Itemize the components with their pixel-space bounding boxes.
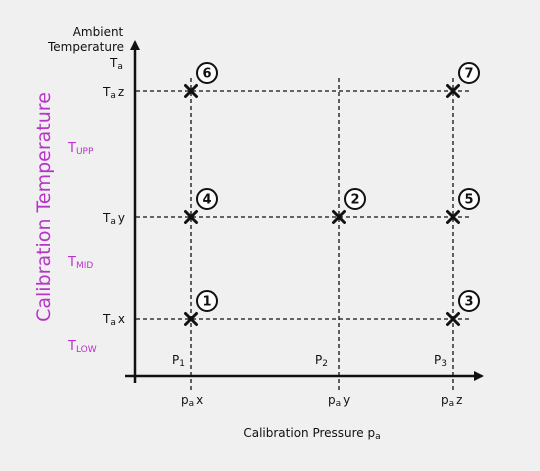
- dashed-grid-lines: [136, 78, 470, 390]
- x-marker-stroke: [184, 312, 198, 326]
- calibration-point-6: 6: [184, 62, 218, 98]
- point-label-circle: [458, 290, 480, 312]
- x-marker-stroke: [446, 312, 460, 326]
- temp-band-low: TLOW: [67, 339, 97, 355]
- pressure-label-p1: P1: [172, 353, 185, 369]
- y-tick-label-x: Ta x: [102, 312, 125, 328]
- x-tick-label-y: pa y: [328, 393, 350, 409]
- calibration-temperature-title: Calibration Temperature: [33, 92, 55, 322]
- y-axis-symbol: Ta: [109, 56, 123, 72]
- x-tick-label-z: pa z: [441, 393, 462, 409]
- x-marker-stroke: [184, 84, 198, 98]
- x-marker-stroke: [446, 210, 460, 224]
- calibration-point-2: 2: [332, 188, 366, 224]
- y-tick-label-z: Ta z: [102, 85, 124, 101]
- point-label-circle: [196, 290, 218, 312]
- point-label-number: 7: [464, 67, 473, 82]
- y-axis-title-line1: Ambient: [73, 25, 124, 39]
- x-axis-title: Calibration Pressure pa: [243, 426, 380, 442]
- calibration-point-7: 7: [446, 62, 480, 98]
- calibration-points: 1 2 3 4 5 6 7: [184, 62, 480, 326]
- x-marker-stroke: [332, 210, 346, 224]
- point-label-number: 2: [350, 193, 359, 208]
- calibration-point-5: 5: [446, 188, 480, 224]
- point-label-circle: [458, 62, 480, 84]
- temp-band-upp: TUPP: [67, 141, 94, 157]
- point-label-circle: [196, 188, 218, 210]
- point-label-circle: [196, 62, 218, 84]
- calibration-point-3: 3: [446, 290, 480, 326]
- point-label-number: 4: [202, 193, 211, 208]
- pressure-label-p2: P2: [315, 353, 328, 369]
- point-label-circle: [344, 188, 366, 210]
- x-marker-stroke: [184, 210, 198, 224]
- y-tick-label-y: Ta y: [102, 211, 125, 227]
- point-label-number: 6: [202, 67, 211, 82]
- point-label-number: 3: [464, 295, 473, 310]
- point-label-number: 5: [464, 193, 473, 208]
- pressure-label-p3: P3: [434, 353, 447, 369]
- temp-band-mid: TMID: [67, 255, 93, 271]
- x-tick-label-x: pa x: [181, 393, 203, 409]
- calibration-point-4: 4: [184, 188, 218, 224]
- point-label-number: 1: [202, 295, 211, 310]
- x-marker-stroke: [446, 84, 460, 98]
- calibration-point-1: 1: [184, 290, 218, 326]
- y-axis-title-line2: Temperature: [47, 40, 124, 54]
- point-label-circle: [458, 188, 480, 210]
